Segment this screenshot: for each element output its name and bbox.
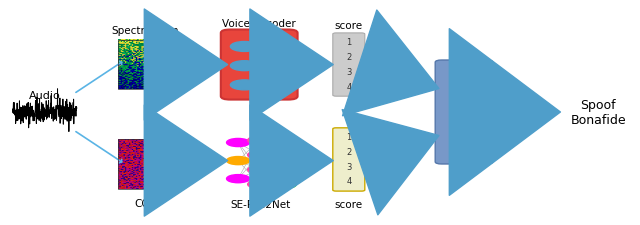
Circle shape	[248, 137, 271, 145]
Circle shape	[259, 81, 287, 90]
Bar	[118, 40, 173, 90]
Text: score: score	[335, 199, 363, 209]
FancyBboxPatch shape	[221, 30, 298, 100]
Text: score: score	[335, 20, 363, 30]
Text: 4: 4	[346, 177, 351, 186]
Circle shape	[248, 151, 271, 159]
Text: Spectrogram: Spectrogram	[112, 26, 179, 36]
Circle shape	[230, 42, 259, 52]
FancyBboxPatch shape	[333, 34, 365, 97]
Text: Spoof
Bonafide: Spoof Bonafide	[571, 99, 626, 126]
FancyBboxPatch shape	[333, 128, 365, 191]
Circle shape	[273, 180, 296, 189]
Text: 3: 3	[346, 162, 351, 171]
Circle shape	[230, 81, 259, 90]
Circle shape	[259, 42, 287, 52]
Circle shape	[259, 61, 287, 71]
Text: Voice Encoder: Voice Encoder	[222, 19, 296, 29]
Text: 1: 1	[346, 38, 351, 47]
Circle shape	[227, 157, 250, 165]
FancyBboxPatch shape	[435, 61, 493, 164]
Circle shape	[227, 139, 250, 147]
Text: 2: 2	[346, 147, 351, 156]
Text: 4: 4	[346, 82, 351, 91]
Text: 3: 3	[346, 68, 351, 76]
Circle shape	[248, 166, 271, 174]
Text: 2: 2	[346, 53, 351, 62]
Circle shape	[248, 180, 271, 189]
Circle shape	[227, 175, 250, 183]
Text: 1: 1	[346, 133, 351, 142]
Text: CQT: CQT	[134, 198, 157, 208]
Circle shape	[273, 166, 296, 174]
Circle shape	[273, 151, 296, 159]
Circle shape	[230, 61, 259, 71]
Circle shape	[273, 137, 296, 145]
Text: Audio: Audio	[29, 90, 61, 100]
Bar	[118, 140, 173, 189]
Text: SE-Res2Net: SE-Res2Net	[230, 199, 291, 209]
Text: Average: Average	[459, 87, 469, 138]
